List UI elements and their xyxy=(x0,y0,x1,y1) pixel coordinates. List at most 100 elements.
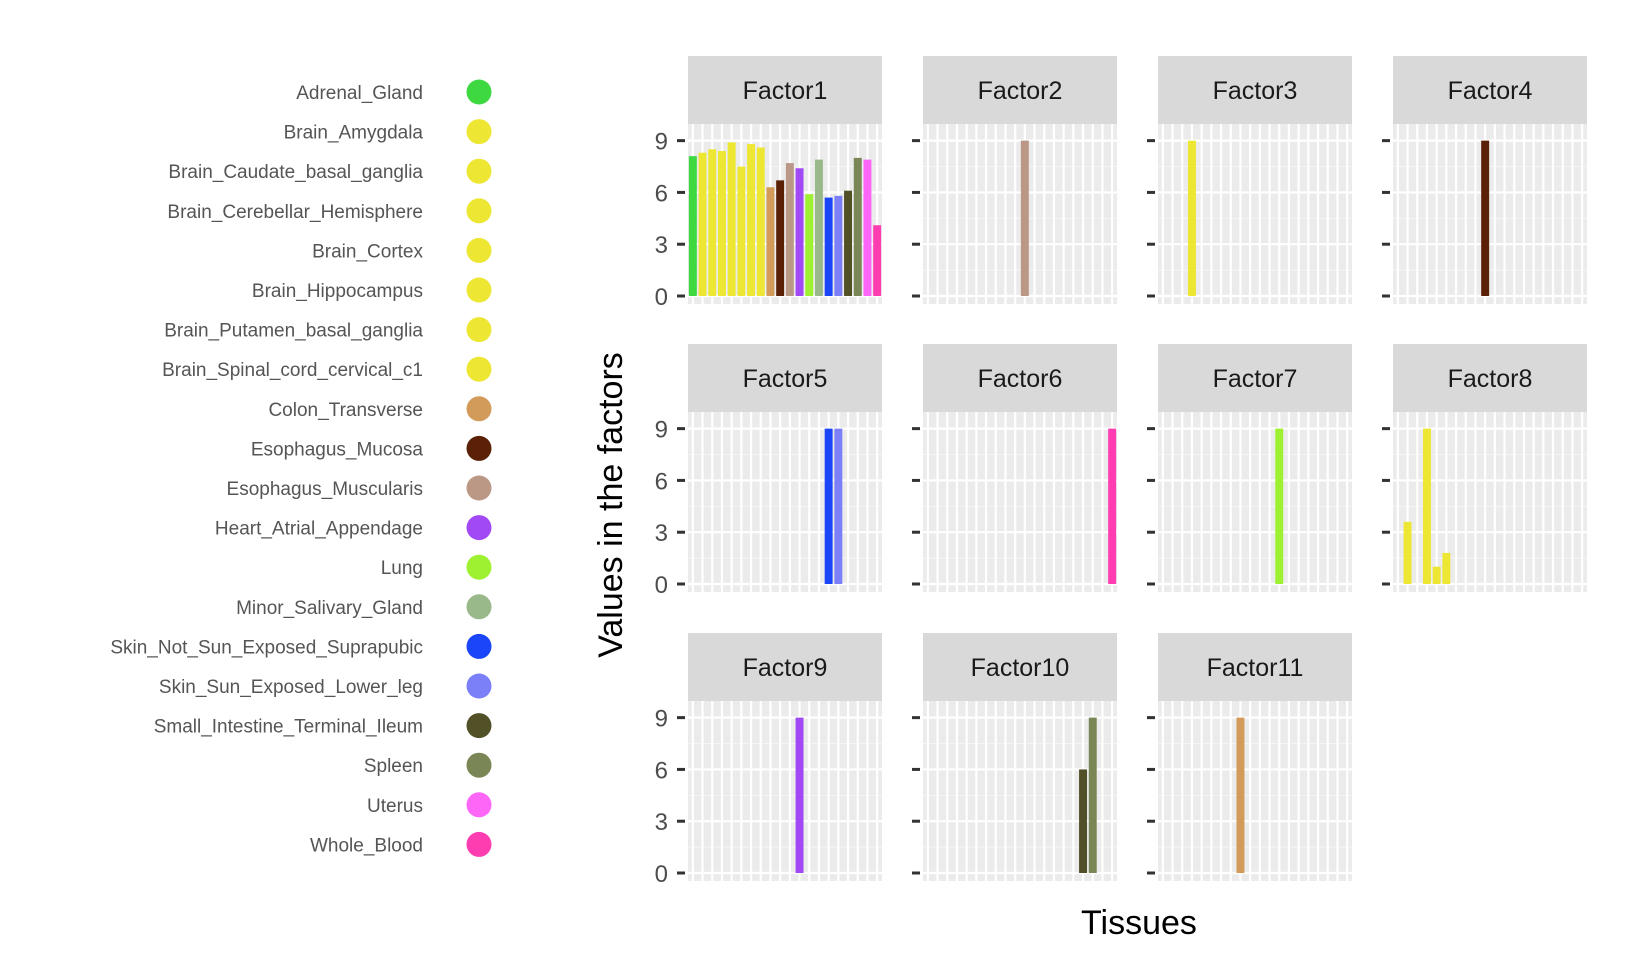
facet-strip-label: Factor6 xyxy=(978,365,1063,393)
facet-strip-label: Factor7 xyxy=(1213,365,1298,393)
facet-panel: Factor1 0 3 6 9 xyxy=(655,56,882,311)
legend-label: Skin_Not_Sun_Exposed_Suprapubic xyxy=(110,637,423,658)
panel-background xyxy=(1158,701,1352,881)
panel-background xyxy=(923,412,1117,592)
legend-swatch xyxy=(466,831,492,857)
panel-background xyxy=(688,701,882,881)
bar xyxy=(776,180,785,296)
legend-label: Whole_Blood xyxy=(310,835,423,856)
bar xyxy=(1275,428,1284,584)
facet-panel: Factor9 0 3 6 9 xyxy=(655,633,882,888)
facet-panel: Factor2 xyxy=(912,56,1117,304)
bar xyxy=(1108,428,1117,584)
facet-strip xyxy=(1158,633,1352,701)
legend-swatch xyxy=(466,475,492,501)
legend-label: Brain_Cerebellar_Hemisphere xyxy=(167,202,423,223)
facet-panel: Factor5 0 3 6 9 xyxy=(655,344,882,599)
legend-label: Colon_Transverse xyxy=(268,400,423,421)
bar xyxy=(747,144,756,296)
y-tick-label: 3 xyxy=(655,520,668,547)
panel-background xyxy=(688,124,882,304)
facet-strip-label: Factor2 xyxy=(978,77,1063,105)
panel-background xyxy=(923,124,1117,304)
y-axis-title: Values in the factors xyxy=(592,352,630,658)
facet-strip-label: Factor9 xyxy=(743,654,828,682)
legend-label: Small_Intestine_Terminal_Ileum xyxy=(154,717,423,738)
bar xyxy=(863,159,872,296)
y-tick-label: 6 xyxy=(655,468,668,495)
legend-swatch xyxy=(466,713,492,739)
bar xyxy=(824,428,833,584)
legend-label: Esophagus_Mucosa xyxy=(251,439,424,460)
panel-background xyxy=(1393,124,1587,304)
legend: Adrenal_Gland Brain_Amygdala Brain_Caudate… xyxy=(110,79,492,857)
legend-label: Brain_Putamen_basal_ganglia xyxy=(164,321,423,342)
facet-strip-label: Factor8 xyxy=(1448,365,1533,393)
bar xyxy=(785,163,794,296)
panel-background xyxy=(1158,124,1352,304)
bar xyxy=(824,197,833,296)
bar xyxy=(708,149,717,296)
facet-strip xyxy=(1158,344,1352,412)
panel-background xyxy=(1393,412,1587,592)
legend-swatch xyxy=(466,435,492,461)
bar xyxy=(688,156,697,296)
legend-label: Brain_Hippocampus xyxy=(252,281,423,302)
bar xyxy=(834,428,843,584)
legend-swatch xyxy=(466,752,492,778)
facet-strip-label: Factor4 xyxy=(1448,77,1533,105)
legend-label: Skin_Sun_Exposed_Lower_leg xyxy=(159,677,423,698)
legend-swatch xyxy=(466,198,492,224)
bar xyxy=(805,194,814,296)
facet-strip xyxy=(688,344,882,412)
legend-label: Brain_Spinal_cord_cervical_c1 xyxy=(162,360,423,381)
facet-strip xyxy=(688,633,882,701)
bar xyxy=(853,157,862,296)
y-tick-label: 0 xyxy=(655,284,668,311)
bar xyxy=(1236,717,1245,873)
x-axis-title: Tissues xyxy=(1081,904,1197,942)
facet-strip xyxy=(923,56,1117,124)
facet-strip xyxy=(1393,344,1587,412)
legend-label: Esophagus_Muscularis xyxy=(227,479,423,500)
facet-panel: Factor8 xyxy=(1382,344,1587,592)
legend-swatch xyxy=(466,317,492,343)
y-tick-label: 9 xyxy=(655,417,668,444)
facet-panel: Factor7 xyxy=(1147,344,1352,592)
legend-label: Brain_Amygdala xyxy=(284,123,424,144)
bar xyxy=(814,159,823,296)
facet-panel: Factor3 xyxy=(1147,56,1352,304)
legend-label: Minor_Salivary_Gland xyxy=(236,598,423,619)
legend-label: Heart_Atrial_Appendage xyxy=(215,519,423,540)
bar xyxy=(1481,140,1490,296)
legend-swatch xyxy=(466,79,492,105)
facet-panel: Factor10 xyxy=(912,633,1117,881)
bar xyxy=(834,195,843,296)
facet-strip xyxy=(688,56,882,124)
facet-panel: Factor11 xyxy=(1147,633,1352,881)
bar xyxy=(727,142,736,296)
bar xyxy=(1442,552,1451,584)
legend-label: Brain_Cortex xyxy=(312,241,423,262)
facet-strip-label: Factor1 xyxy=(743,77,828,105)
bar xyxy=(873,225,882,296)
facet-strip xyxy=(1158,56,1352,124)
bar xyxy=(717,150,726,296)
facet-strip xyxy=(1393,56,1587,124)
panel-background xyxy=(1158,412,1352,592)
legend-swatch xyxy=(466,396,492,422)
legend-swatch xyxy=(466,356,492,382)
legend-swatch xyxy=(466,633,492,659)
bar xyxy=(737,166,746,296)
legend-swatch xyxy=(466,515,492,541)
legend-swatch xyxy=(466,158,492,184)
bar xyxy=(698,152,707,296)
legend-label: Uterus xyxy=(367,796,423,817)
bar xyxy=(1403,521,1412,584)
legend-swatch xyxy=(466,673,492,699)
bar xyxy=(795,717,804,873)
facet-panel: Factor6 xyxy=(912,344,1117,592)
legend-swatch xyxy=(466,792,492,818)
bar xyxy=(795,168,804,296)
legend-label: Lung xyxy=(381,558,423,579)
